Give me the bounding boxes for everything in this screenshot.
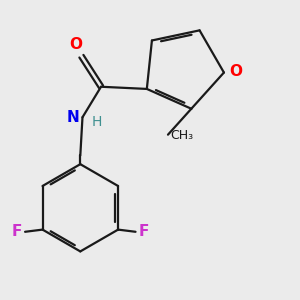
Text: N: N [67, 110, 79, 125]
Text: F: F [11, 224, 22, 239]
Text: O: O [230, 64, 242, 79]
Text: CH₃: CH₃ [170, 129, 193, 142]
Text: O: O [69, 37, 82, 52]
Text: F: F [139, 224, 149, 239]
Text: H: H [91, 115, 102, 129]
